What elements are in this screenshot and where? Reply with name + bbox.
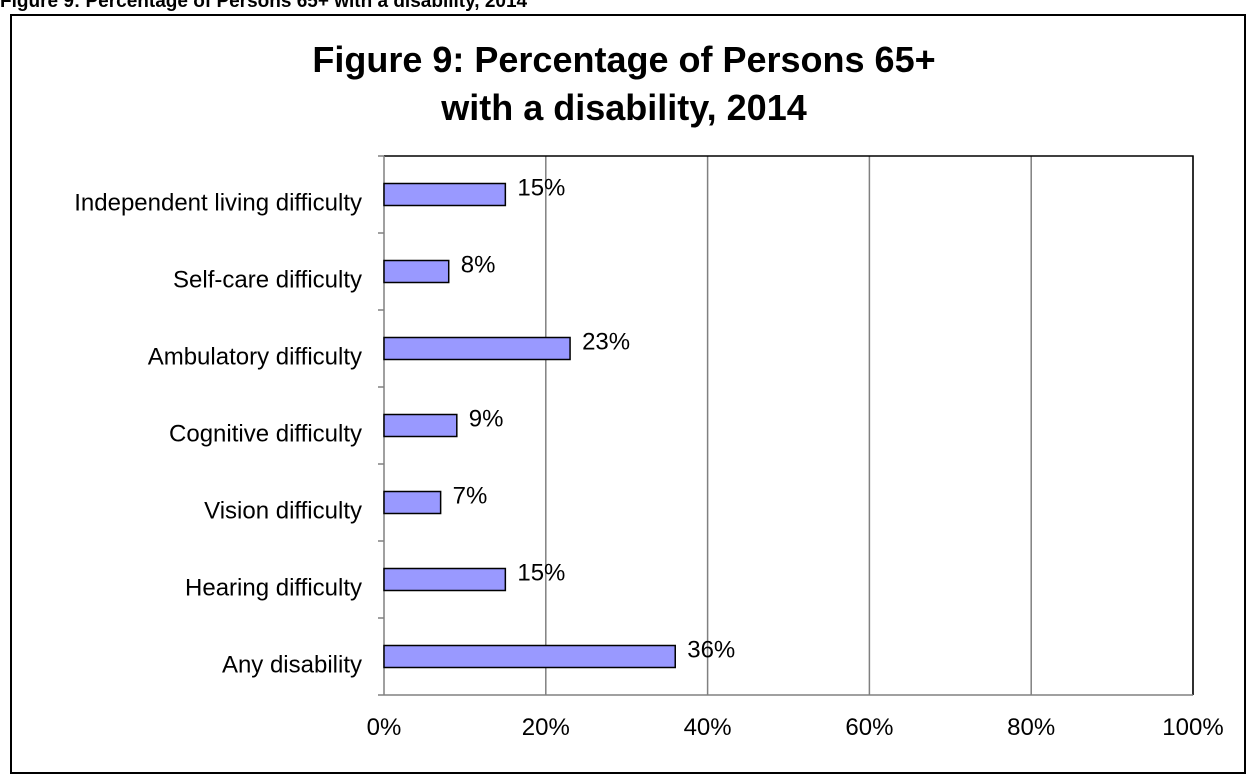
bar-1 [383,259,450,284]
data-label-4: 7% [453,483,488,510]
bar-chart: Independent living difficulty 15% Self-car… [74,155,1224,741]
chart-title-line-2: with a disability, 2014 [441,87,807,128]
bar-3 [383,413,458,438]
x-tick-label-1: 20% [522,714,570,741]
category-label-1: Self-care difficulty [173,267,362,294]
figure-caption: Figure 9: Percentage of Persons 65+ with… [0,0,528,12]
x-tick-label-3: 60% [845,714,893,741]
bar-4 [383,490,442,515]
data-label-2: 23% [582,329,630,356]
bar-0 [383,182,507,207]
bar-6 [383,644,676,669]
category-label-2: Ambulatory difficulty [148,344,362,371]
bar-5 [383,567,507,592]
category-label-4: Vision difficulty [204,498,362,525]
plot-border [384,155,1194,695]
chart-title-line-1: Figure 9: Percentage of Persons 65+ [312,39,936,80]
data-label-5: 15% [517,560,565,587]
category-label-6: Any disability [222,652,362,679]
bar-2 [383,336,571,361]
data-label-6: 36% [687,637,735,664]
category-label-0: Independent living difficulty [74,190,362,217]
category-label-3: Cognitive difficulty [169,421,362,448]
data-label-1: 8% [461,252,496,279]
data-label-0: 15% [517,175,565,202]
x-tick-label-4: 80% [1007,714,1055,741]
data-label-3: 9% [469,406,504,433]
plot-area [384,156,1193,695]
x-tick-label-2: 40% [684,714,732,741]
x-tick-label-5: 100% [1162,714,1223,741]
x-tick-label-0: 0% [367,714,402,741]
category-label-5: Hearing difficulty [185,575,362,602]
